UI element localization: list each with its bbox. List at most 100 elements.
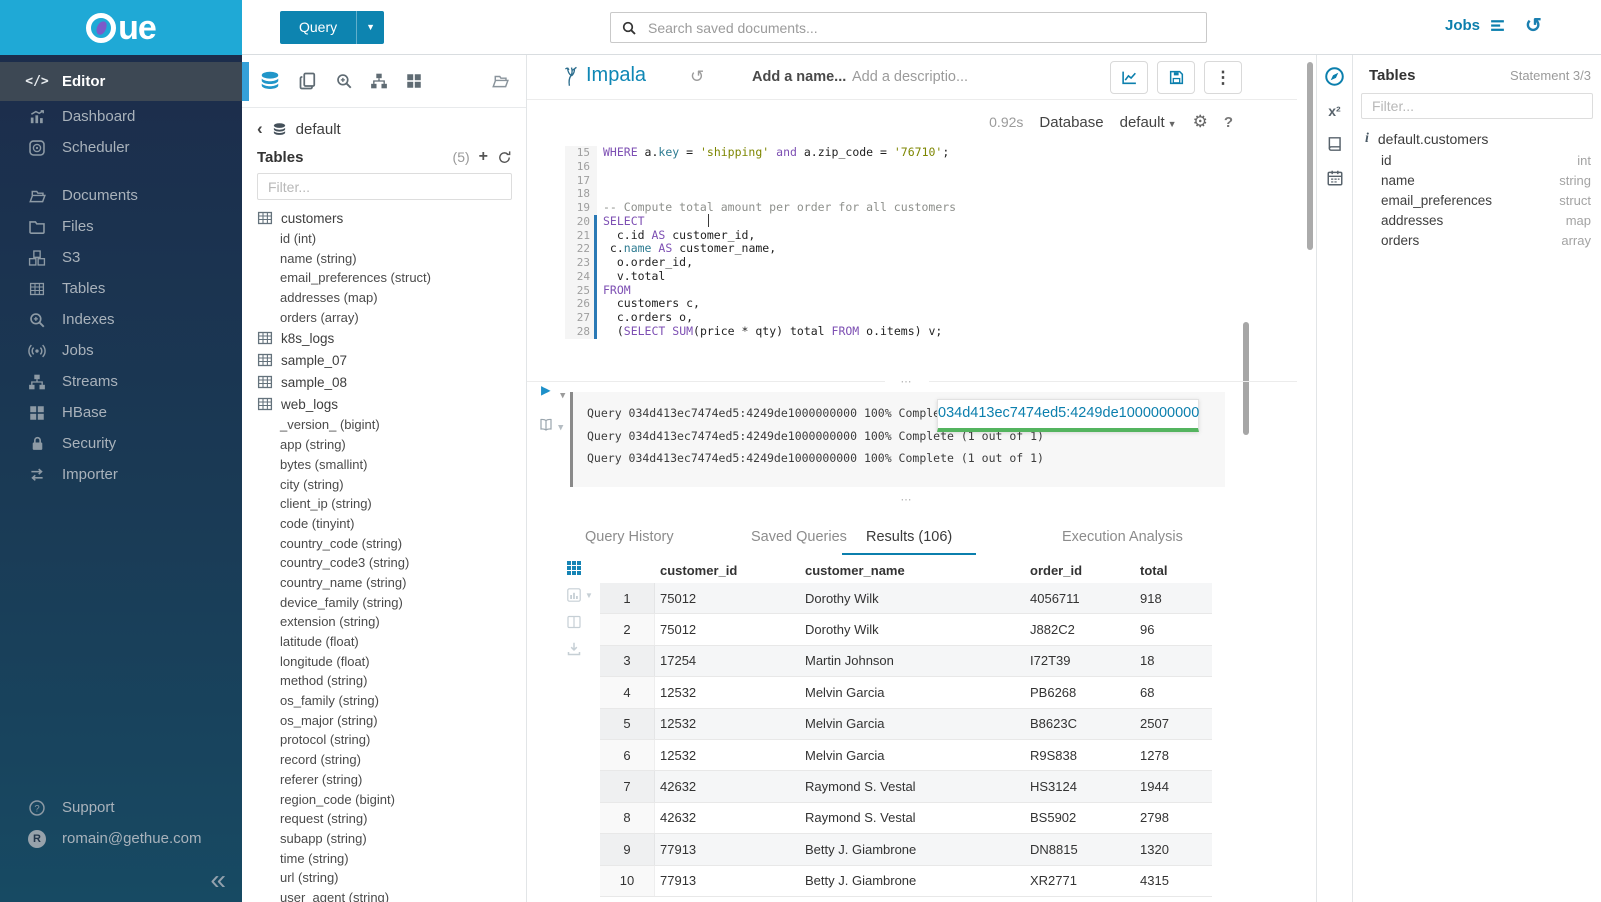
sidebar-item-streams[interactable]: Streams	[0, 366, 242, 397]
column-item[interactable]: orders (array)	[280, 309, 359, 325]
table-item-sample_07[interactable]: sample_07	[242, 349, 526, 371]
column-item[interactable]: id (int)	[280, 231, 317, 246]
table-row[interactable]: 5 12532 Melvin Garcia B8623C 2507	[600, 708, 1212, 740]
right-column-email_preferences[interactable]: email_preferences struct	[1353, 191, 1601, 211]
column-item[interactable]: addresses (map)	[280, 290, 378, 306]
column-item[interactable]: method (string)	[280, 673, 368, 689]
grid-view-button[interactable]	[566, 560, 593, 576]
assist-compass-icon[interactable]	[1324, 66, 1345, 87]
table-row[interactable]: 10 77913 Betty J. Giambrone XR2771 4315	[600, 865, 1212, 897]
code-line[interactable]: 18	[565, 187, 956, 201]
column-item[interactable]: email_preferences (struct)	[280, 270, 431, 286]
right-filter[interactable]	[1361, 93, 1593, 119]
query-description-field[interactable]: Add a descriptio...	[852, 69, 969, 85]
tab-query-history[interactable]: Query History	[585, 529, 674, 545]
resize-handle[interactable]: ⋯	[885, 375, 929, 388]
sidebar-item-tables[interactable]: Tables	[0, 273, 242, 304]
editor-scrollbar[interactable]	[1243, 322, 1249, 435]
table-row[interactable]: 2 75012 Dorothy Wilk J882C2 96	[600, 614, 1212, 646]
table-row[interactable]: 1 75012 Dorothy Wilk 4056711 918	[600, 583, 1212, 615]
breadcrumb-database-name[interactable]: default	[295, 120, 341, 138]
sidebar-item-importer[interactable]: Importer	[0, 459, 242, 490]
query-name-field[interactable]: Add a name...	[752, 69, 847, 85]
active-table-name[interactable]: default.customers	[1377, 131, 1489, 147]
column-item[interactable]: app (string)	[280, 437, 346, 453]
right-column-addresses[interactable]: addresses map	[1353, 211, 1601, 231]
tab-execution-analysis[interactable]: Execution Analysis	[1062, 529, 1183, 545]
jobs-link[interactable]: Jobs	[1445, 17, 1506, 34]
column-item[interactable]: protocol (string)	[280, 732, 371, 748]
engine-name[interactable]: Impala	[586, 64, 647, 86]
column-item[interactable]: user_agent (string)	[280, 889, 390, 902]
column-item[interactable]: _version_ (bigint)	[280, 417, 380, 433]
sidebar-item-documents[interactable]: Documents	[0, 180, 242, 211]
right-column-id[interactable]: id int	[1353, 151, 1601, 171]
column-item[interactable]: client_ip (string)	[280, 496, 372, 512]
hue-logo[interactable]: ue	[0, 0, 242, 55]
column-header-customer_id[interactable]: customer_id	[660, 563, 738, 578]
table-row[interactable]: 3 17254 Martin Johnson I72T39 18	[600, 645, 1212, 678]
database-selector[interactable]: default ▼	[1119, 113, 1177, 131]
code-line[interactable]: 16	[565, 159, 956, 174]
code-line[interactable]: 15 WHERE a.key = 'shipping' and a.zip_cod…	[565, 145, 956, 160]
sitemap-icon[interactable]	[370, 72, 388, 90]
column-item[interactable]: region_code (bigint)	[280, 791, 395, 807]
column-item[interactable]: country_code (string)	[280, 535, 403, 551]
column-item[interactable]: bytes (smallint)	[280, 456, 368, 472]
back-chevron-icon[interactable]: ‹	[257, 119, 263, 138]
sidebar-item-indexes[interactable]: Indexes	[0, 304, 242, 335]
functions-icon[interactable]: x²	[1328, 103, 1341, 119]
table-filter-input[interactable]	[266, 177, 503, 196]
sidebar-item-editor[interactable]: </> Editor	[0, 62, 249, 101]
column-item[interactable]: os_major (string)	[280, 712, 378, 728]
refresh-icon[interactable]	[497, 150, 512, 165]
column-item[interactable]: city (string)	[280, 476, 344, 492]
code-line[interactable]: 17	[565, 173, 956, 188]
column-item[interactable]: request (string)	[280, 811, 368, 827]
sidebar-item-hbase[interactable]: HBase	[0, 397, 242, 428]
column-item[interactable]: extension (string)	[280, 614, 380, 630]
chart-button[interactable]	[1110, 61, 1148, 94]
save-button[interactable]	[1157, 61, 1195, 94]
table-item-k8s_logs[interactable]: k8s_logs	[242, 327, 526, 349]
resize-handle[interactable]: ⋯	[885, 493, 929, 506]
info-icon[interactable]: i	[1365, 131, 1369, 146]
column-item[interactable]: latitude (float)	[280, 634, 359, 649]
column-item[interactable]: longitude (float)	[280, 653, 370, 669]
code-line[interactable]: 25 FROM	[565, 283, 956, 298]
table-filter[interactable]	[257, 173, 512, 200]
column-item[interactable]: referer (string)	[280, 771, 363, 787]
code-line[interactable]: 21 c.id AS customer_id,	[565, 228, 956, 243]
table-row[interactable]: 9 77913 Betty J. Giambrone DN8815 1320	[600, 834, 1212, 866]
page-scrollbar[interactable]	[1307, 62, 1313, 250]
execute-options-caret-icon[interactable]: ▼	[560, 391, 566, 401]
code-line[interactable]: 27 c.orders o,	[565, 310, 956, 325]
chart-view-button[interactable]: ▼	[566, 587, 593, 603]
table-row[interactable]: 4 12532 Melvin Garcia PB6268 68	[600, 677, 1212, 709]
databases-icon[interactable]	[259, 70, 281, 92]
sidebar-item-user[interactable]: R romain@gethue.com	[0, 823, 242, 854]
code-line[interactable]: 28 (SELECT SUM(price * qty) total FROM o…	[565, 324, 956, 339]
column-item[interactable]: url (string)	[280, 870, 339, 886]
job-id-text[interactable]: 034d413ec7474ed5:4249de1000000000	[938, 405, 1200, 421]
column-item[interactable]: device_family (string)	[280, 594, 403, 610]
code-editor[interactable]: 15 WHERE a.key = 'shipping' and a.zip_cod…	[527, 140, 1297, 435]
column-header-customer_name[interactable]: customer_name	[805, 563, 905, 578]
column-item[interactable]: country_code3 (string)	[280, 555, 410, 571]
code-line[interactable]: 24 v.total	[565, 269, 956, 284]
code-line[interactable]: 23 o.order_id,	[565, 255, 956, 270]
database-breadcrumb[interactable]: ‹ default	[242, 108, 526, 139]
execute-play-button[interactable]: ▶	[541, 380, 551, 399]
sidebar-item-jobs[interactable]: Jobs	[0, 335, 242, 366]
documents-icon[interactable]	[298, 71, 318, 91]
language-reference-book-icon[interactable]	[1326, 135, 1344, 153]
sidebar-item-scheduler[interactable]: Scheduler	[0, 132, 242, 163]
sidebar-item-support[interactable]: ? Support	[0, 792, 242, 823]
sidebar-collapse-icon[interactable]: «	[210, 864, 226, 895]
sidebar-item-security[interactable]: Security	[0, 428, 242, 459]
help-question-icon[interactable]: ?	[1223, 113, 1233, 131]
code-line[interactable]: 20 SELECT	[565, 214, 956, 229]
table-item-customers[interactable]: customers	[242, 207, 526, 229]
column-item[interactable]: name (string)	[280, 250, 357, 266]
code-line[interactable]: 26 customers c,	[565, 296, 956, 311]
